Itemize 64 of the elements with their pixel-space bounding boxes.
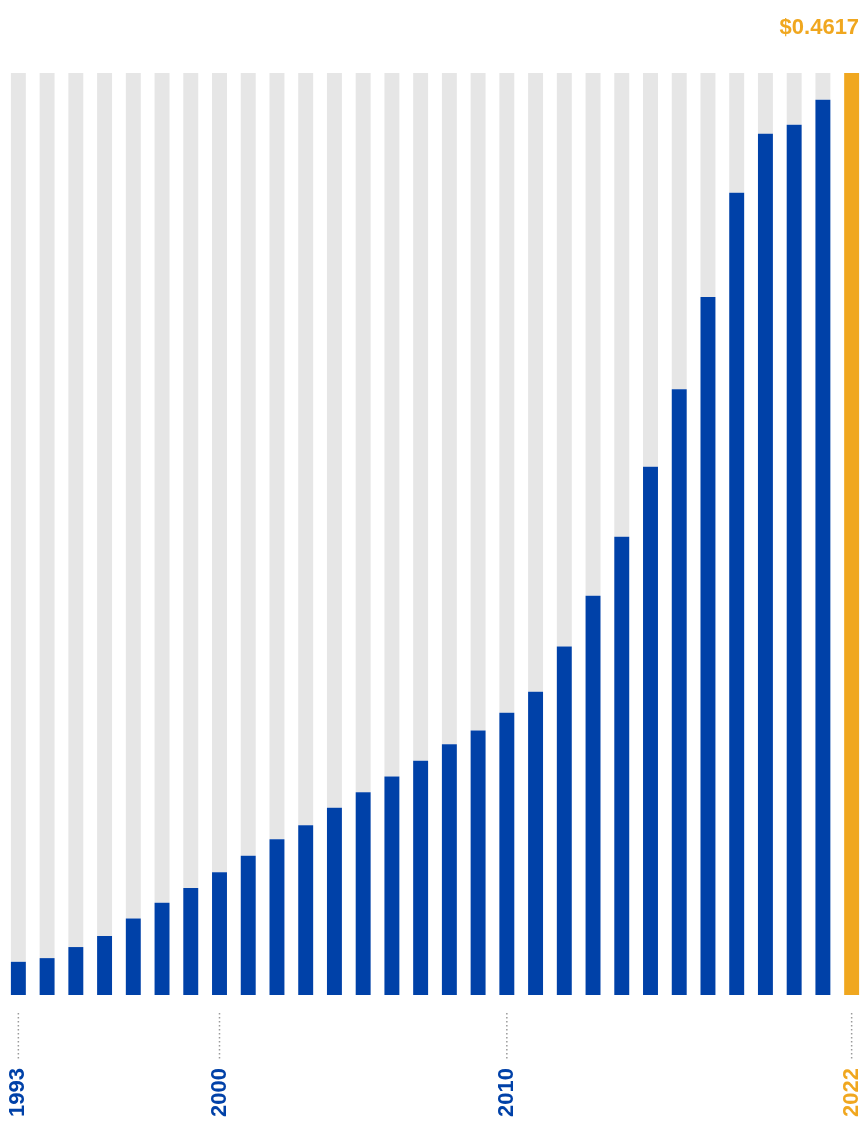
bar <box>68 947 84 995</box>
bar <box>154 902 170 995</box>
bar <box>786 124 802 995</box>
bar <box>240 855 256 995</box>
bar <box>326 73 342 808</box>
bar <box>556 73 572 647</box>
bar <box>556 646 572 995</box>
bar <box>499 712 515 995</box>
bar <box>700 297 716 995</box>
bar <box>815 73 831 100</box>
bar <box>528 73 544 692</box>
bar <box>269 73 285 840</box>
bar <box>39 958 55 995</box>
x-tick-label: 2010 <box>492 1068 518 1117</box>
bar <box>729 192 745 995</box>
bar <box>125 918 141 995</box>
bar <box>585 595 601 995</box>
bar <box>844 73 860 995</box>
bar <box>585 73 601 596</box>
bar <box>700 73 716 298</box>
bar <box>97 935 113 995</box>
x-tick-label: 2022 <box>837 1068 863 1117</box>
bar <box>326 807 342 995</box>
bar <box>68 73 84 948</box>
bar <box>384 73 400 777</box>
bar <box>183 73 199 889</box>
bar <box>413 760 429 995</box>
bar <box>355 73 371 793</box>
bar <box>671 389 687 995</box>
bar <box>212 872 227 995</box>
bar <box>355 792 371 995</box>
bar <box>413 73 429 761</box>
bar <box>154 73 170 903</box>
bar <box>10 961 26 995</box>
bar <box>97 73 113 936</box>
bar <box>384 776 400 995</box>
bar <box>212 73 227 873</box>
bar <box>39 73 55 959</box>
bar <box>643 73 658 467</box>
x-tick-label: 1993 <box>4 1068 30 1117</box>
bar <box>10 73 26 962</box>
bar <box>786 73 802 125</box>
bar <box>298 825 314 995</box>
bar <box>528 691 544 995</box>
bar <box>269 839 285 995</box>
bar <box>614 73 630 537</box>
bar <box>671 73 687 390</box>
annotation: $0.4617 <box>779 14 860 40</box>
bar <box>499 73 515 713</box>
bar <box>298 73 314 826</box>
bar <box>470 730 486 995</box>
bar <box>240 73 256 856</box>
bar <box>643 466 658 995</box>
bar <box>614 536 630 995</box>
bar <box>183 888 199 995</box>
bar <box>757 73 773 134</box>
bar <box>441 744 457 995</box>
bar <box>815 99 831 995</box>
bar <box>757 133 773 995</box>
bar <box>441 73 457 745</box>
bar <box>470 73 486 731</box>
x-tick-label: 2000 <box>205 1068 231 1117</box>
bar <box>729 73 745 193</box>
bar <box>125 73 141 919</box>
